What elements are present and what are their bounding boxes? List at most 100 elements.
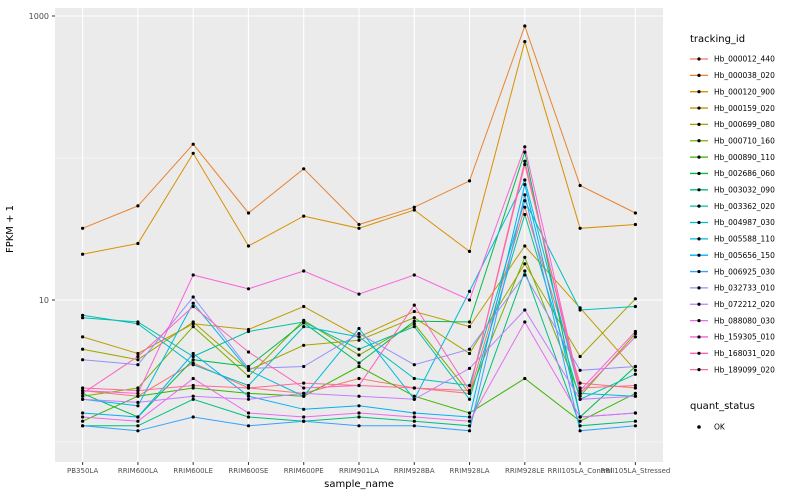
- legend-key-point: [697, 302, 701, 306]
- data-point: [302, 407, 306, 411]
- data-point: [633, 304, 638, 309]
- legend-key-point: [697, 73, 701, 77]
- data-point: [467, 351, 472, 356]
- data-point: [633, 211, 638, 215]
- data-point: [246, 411, 251, 415]
- data-point: [81, 391, 85, 395]
- data-point: [246, 211, 251, 215]
- data-point: [578, 368, 582, 372]
- data-point: [523, 159, 527, 163]
- data-point: [246, 350, 251, 354]
- data-point: [523, 308, 527, 312]
- data-point: [246, 397, 251, 401]
- data-point: [633, 222, 638, 227]
- data-point: [578, 424, 582, 428]
- legend-item-label: OK: [714, 423, 726, 432]
- data-point: [412, 303, 416, 307]
- data-point: [412, 322, 416, 326]
- x-axis-title: sample_name: [324, 479, 394, 490]
- data-point: [523, 255, 527, 259]
- data-point: [412, 205, 416, 209]
- data-point: [191, 358, 195, 362]
- legend-item-label: Hb_032733_010: [714, 284, 775, 293]
- data-point: [191, 273, 195, 277]
- data-point: [357, 424, 361, 428]
- data-point: [412, 386, 416, 390]
- data-point: [81, 347, 85, 351]
- data-point: [412, 415, 416, 419]
- x-tick-label: RRIM600SE: [228, 467, 268, 475]
- legend-item-label: Hb_005588_110: [714, 235, 775, 244]
- data-point: [412, 424, 416, 428]
- legend-key-point: [697, 335, 701, 339]
- data-point: [467, 415, 472, 419]
- data-point: [578, 391, 582, 395]
- data-point: [302, 343, 306, 347]
- data-point: [302, 415, 306, 419]
- data-point: [302, 364, 306, 369]
- data-point: [357, 353, 361, 357]
- data-point: [578, 308, 582, 312]
- data-point: [467, 391, 472, 395]
- data-point: [191, 304, 195, 309]
- legend-item-label: Hb_000710_160: [714, 136, 775, 145]
- data-point: [136, 391, 140, 395]
- x-tick-label: RRIM901LA: [339, 467, 379, 475]
- data-point: [81, 389, 85, 393]
- data-point: [412, 397, 416, 401]
- data-point: [578, 226, 582, 230]
- data-point: [467, 424, 472, 428]
- data-point: [302, 386, 306, 390]
- legend-item-label: Hb_000159_020: [714, 104, 775, 113]
- data-point: [467, 325, 472, 329]
- series-layer: [81, 24, 638, 433]
- data-point: [412, 419, 416, 423]
- data-point: [633, 372, 638, 376]
- legend-item-label: Hb_088080_030: [714, 316, 775, 325]
- data-point: [302, 325, 306, 329]
- legend-key-point: [697, 204, 701, 208]
- legend-key-point: [697, 269, 701, 274]
- data-point: [191, 363, 195, 367]
- data-point: [578, 386, 582, 390]
- data-point: [81, 415, 85, 419]
- legend-key-point: [697, 220, 701, 225]
- data-point: [578, 415, 582, 419]
- y-tick-label: 1000: [29, 12, 49, 21]
- data-point: [302, 394, 306, 398]
- data-point: [191, 301, 195, 305]
- data-point: [136, 400, 140, 404]
- data-point: [357, 415, 361, 419]
- data-point: [467, 298, 472, 302]
- data-point: [633, 364, 638, 369]
- legend-key-point: [697, 155, 701, 159]
- data-point: [633, 297, 638, 301]
- data-point: [523, 320, 527, 324]
- axis-layer: 1000 10 PB350LA RRIM600LA RRIM600LE RRIM600SE…: [29, 12, 671, 475]
- data-point: [633, 329, 638, 334]
- data-point: [302, 320, 306, 324]
- data-point: [523, 162, 527, 167]
- data-point: [136, 394, 140, 398]
- data-point: [81, 397, 85, 401]
- legend-item-label: Hb_003032_090: [714, 186, 775, 195]
- data-point: [633, 394, 638, 398]
- data-point: [136, 241, 140, 246]
- legend-key-point: [697, 122, 701, 126]
- data-point: [633, 424, 638, 428]
- data-point: [357, 394, 361, 398]
- data-point: [523, 199, 527, 203]
- data-point: [302, 269, 306, 273]
- data-point: [523, 273, 527, 277]
- data-point: [412, 316, 416, 320]
- data-point: [523, 150, 527, 154]
- data-point: [523, 244, 527, 248]
- data-point: [633, 419, 638, 423]
- data-point: [246, 287, 251, 291]
- data-point: [246, 383, 251, 388]
- legend-key-point: [697, 139, 701, 143]
- data-point: [523, 145, 527, 149]
- data-point: [302, 304, 306, 309]
- legend-item-label: Hb_072212_020: [714, 300, 775, 309]
